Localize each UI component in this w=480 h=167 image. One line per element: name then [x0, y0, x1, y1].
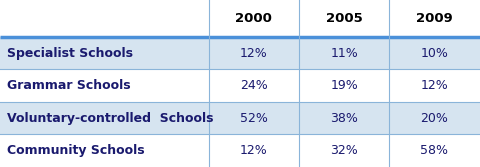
Text: 12%: 12% — [420, 79, 448, 92]
Bar — [0, 37, 209, 69]
Text: 32%: 32% — [330, 144, 358, 157]
Bar — [299, 69, 389, 102]
Text: 12%: 12% — [240, 47, 268, 59]
Bar — [299, 0, 389, 37]
Text: 10%: 10% — [420, 47, 448, 59]
Text: Grammar Schools: Grammar Schools — [7, 79, 131, 92]
Bar — [389, 37, 480, 69]
Text: 19%: 19% — [330, 79, 358, 92]
Text: Specialist Schools: Specialist Schools — [7, 47, 133, 59]
Bar — [299, 37, 389, 69]
Bar — [389, 134, 480, 167]
Bar — [0, 134, 209, 167]
Text: 2005: 2005 — [326, 12, 362, 25]
Bar — [209, 102, 299, 134]
Bar — [0, 102, 209, 134]
Text: 11%: 11% — [330, 47, 358, 59]
Text: 38%: 38% — [330, 112, 358, 125]
Text: Community Schools: Community Schools — [7, 144, 145, 157]
Bar — [389, 69, 480, 102]
Bar — [389, 102, 480, 134]
Bar — [209, 37, 299, 69]
Text: 52%: 52% — [240, 112, 268, 125]
Bar — [299, 102, 389, 134]
Text: 2000: 2000 — [236, 12, 272, 25]
Bar — [209, 69, 299, 102]
Bar — [209, 0, 299, 37]
Text: Voluntary-controlled  Schools: Voluntary-controlled Schools — [7, 112, 214, 125]
Bar — [389, 0, 480, 37]
Text: 58%: 58% — [420, 144, 448, 157]
Bar — [0, 69, 209, 102]
Text: 2009: 2009 — [416, 12, 453, 25]
Bar — [209, 134, 299, 167]
Bar — [0, 0, 209, 37]
Text: 12%: 12% — [240, 144, 268, 157]
Bar — [299, 134, 389, 167]
Text: 20%: 20% — [420, 112, 448, 125]
Text: 24%: 24% — [240, 79, 268, 92]
